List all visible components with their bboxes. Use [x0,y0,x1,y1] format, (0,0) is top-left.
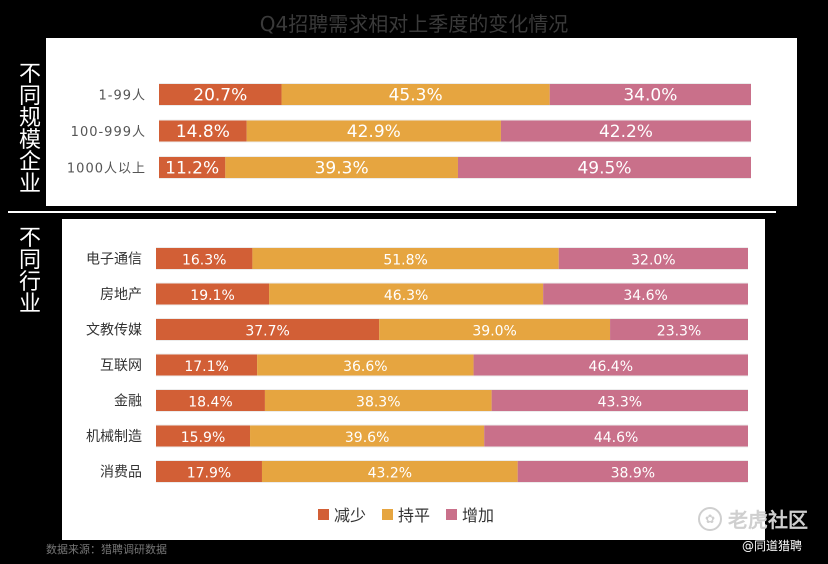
bar-segment-减少 [156,425,251,447]
bar-segment-增加 [543,283,748,305]
bar-segment-持平 [379,319,611,340]
bar-segment-减少 [156,248,253,269]
data-label: 39.3% [315,159,369,179]
data-label: 18.4% [188,395,232,411]
bar-segment-增加 [457,157,751,178]
data-label: 43.2% [368,466,412,482]
section-divider [8,211,776,213]
bar-segment-减少 [156,461,262,482]
legend-label: 持平 [398,506,430,525]
bar-segment-持平 [257,354,474,376]
data-label: 38.9% [611,466,655,482]
data-label: 42.2% [599,122,653,142]
data-label: 32.0% [631,253,675,269]
bar-segment-减少 [159,84,282,105]
bar-segment-增加 [610,319,748,340]
bar-segment-持平 [246,120,501,142]
data-label: 42.9% [347,122,401,142]
data-label: 19.1% [190,288,234,304]
data-label: 11.2% [165,159,219,179]
bar-segment-增加 [517,461,748,482]
category-label: 文教传媒 [86,323,142,339]
industry-panel [62,219,765,540]
data-label: 34.0% [623,86,677,106]
legend-swatch [446,509,457,520]
category-label: 电子通信 [86,252,142,268]
data-label: 51.8% [383,253,427,269]
section-label-size: 不同规模企业 [18,62,41,197]
data-label: 36.6% [343,359,387,375]
data-label: 43.3% [598,395,642,411]
data-label: 46.4% [589,359,633,375]
bar-segment-增加 [491,390,748,411]
category-label: 互联网 [100,358,142,374]
data-label: 20.7% [193,86,247,106]
data-label: 16.3% [182,253,226,269]
bar-segment-增加 [500,120,751,142]
category-label: 金融 [114,394,142,410]
data-label: 14.8% [176,122,230,142]
watermark-text: 老虎社区 [728,508,808,532]
bar-segment-持平 [252,248,559,269]
bar-segment-减少 [156,354,258,376]
bar-segment-增加 [558,248,748,269]
bar-segment-持平 [264,390,492,411]
data-label: 15.9% [181,430,225,446]
category-label: 1-99人 [98,89,146,104]
bar-segment-增加 [484,425,748,447]
category-label: 消费品 [100,465,142,481]
legend-swatch [382,509,393,520]
bar-segment-持平 [281,84,550,105]
category-label: 机械制造 [86,429,142,445]
source-note: 数据来源：猎聘调研数据 [46,543,167,556]
data-label: 49.5% [577,159,631,179]
legend-label: 增加 [462,506,494,525]
data-label: 39.6% [345,430,389,446]
bar-segment-持平 [269,283,544,305]
data-label: 46.3% [384,288,428,304]
data-label: 34.6% [623,288,667,304]
data-label: 37.7% [245,324,289,340]
bar-segment-减少 [156,390,265,411]
category-label: 100-999人 [71,125,146,140]
bar-segment-持平 [250,425,485,447]
data-label: 39.0% [472,324,516,340]
tiger-logo-icon: ✿ [698,506,722,531]
bar-segment-减少 [156,319,380,340]
data-label: 45.3% [389,86,443,106]
data-label: 23.3% [657,324,701,340]
bar-segment-持平 [261,461,518,482]
watermark: ✿ 老虎社区 [698,504,808,533]
category-label: 房地产 [100,287,142,303]
bar-segment-减少 [159,157,226,178]
category-label: 1000人以上 [67,162,146,177]
data-label: 17.9% [187,466,231,482]
section-label-industry: 不同行业 [18,226,41,317]
bar-segment-减少 [156,283,270,305]
chart-title: Q4招聘需求相对上季度的变化情况 [259,12,569,36]
handle-text: @同道猎聘 [742,539,803,553]
data-label: 44.6% [594,430,638,446]
legend-label: 减少 [334,506,366,525]
bar-segment-减少 [159,120,247,142]
data-label: 38.3% [356,395,400,411]
data-label: 17.1% [184,359,228,375]
legend-swatch [318,509,329,520]
bar-segment-增加 [473,354,748,376]
bar-segment-持平 [225,157,458,178]
bar-segment-增加 [549,84,751,105]
